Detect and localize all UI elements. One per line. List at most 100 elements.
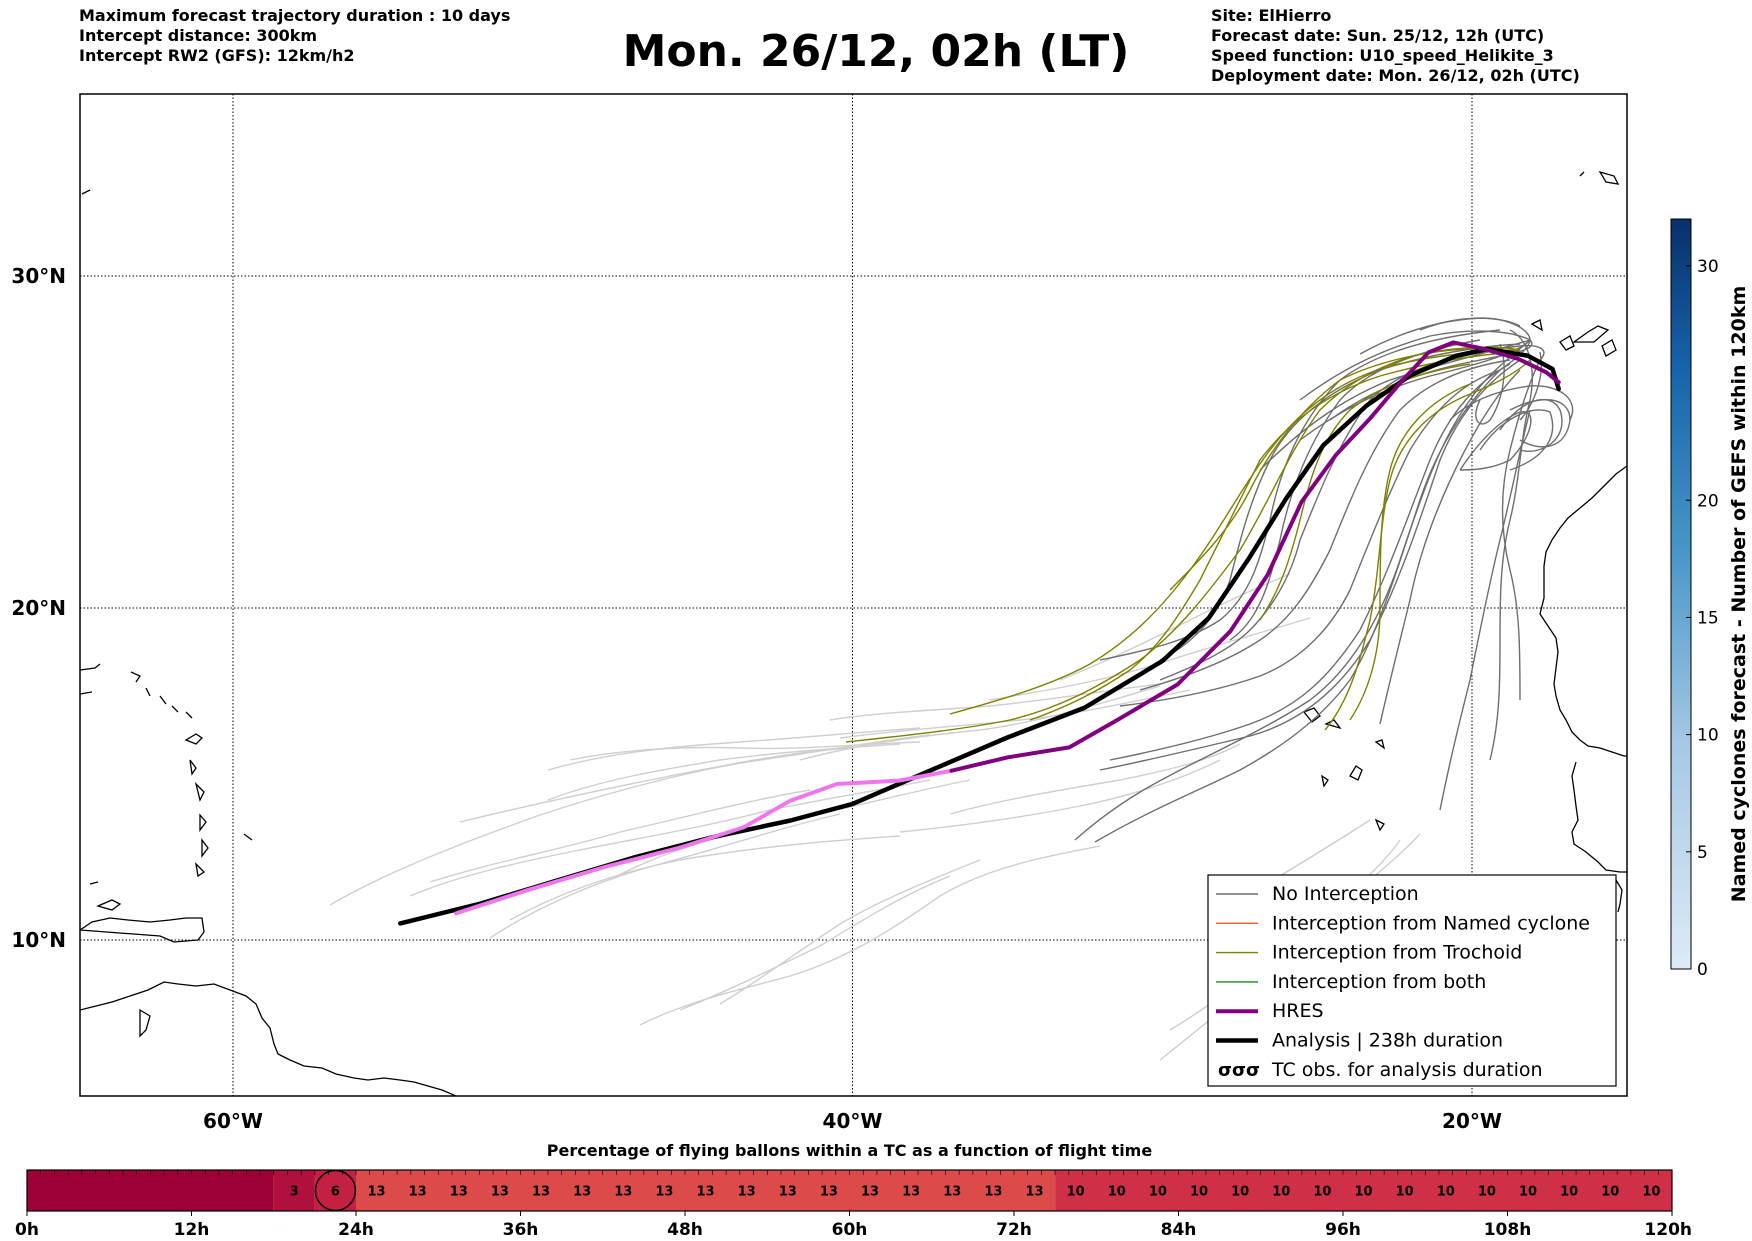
ensemble-track-no-interception (1099, 329, 1501, 661)
timeline-cell-label: 13 (943, 1185, 961, 1200)
ensemble-track-faded (569, 741, 921, 761)
ensemble-track-no-interception (1359, 317, 1531, 355)
timeline-cell-label: 13 (738, 1185, 756, 1200)
timeline-tick-label: 96h (1325, 1220, 1361, 1240)
timeline-cell-label: 6 (331, 1185, 340, 1200)
timeline-cell-label: 10 (1437, 1185, 1455, 1200)
ensemble-track-trochoid (1169, 347, 1481, 591)
colorbar-tick-label: 15 (1697, 608, 1719, 628)
timeline-cell-label: 13 (450, 1185, 468, 1200)
timeline-cell (356, 1170, 1056, 1211)
timeline-cell-label: 13 (532, 1185, 550, 1200)
header-left-line: Intercept distance: 300km (79, 26, 318, 45)
timeline-tick-label: 120h (1644, 1220, 1692, 1240)
header-right-line: Speed function: U10_speed_Helikite_3 (1211, 46, 1554, 65)
timeline-cell-label: 10 (1067, 1185, 1085, 1200)
timeline-cell-label: 13 (902, 1185, 920, 1200)
map-frame (79, 93, 1628, 1097)
ensemble-track-no-interception (1074, 339, 1531, 841)
ensemble-track-faded (829, 683, 1161, 721)
ensemble-track-faded (409, 779, 931, 897)
ensemble-track-no-interception (1379, 369, 1521, 725)
header-left-line: Maximum forecast trajectory duration : 1… (79, 6, 511, 25)
legend-entry: Interception from both (1272, 971, 1486, 993)
ensemble-track-faded (719, 859, 981, 1005)
ensemble-track-faded (547, 743, 901, 801)
legend-tc-symbol: σσσ (1218, 1060, 1260, 1081)
ensemble-track-faded (459, 747, 851, 823)
timeline-cell-label: 10 (1519, 1185, 1537, 1200)
timeline-cell-label: 13 (820, 1185, 838, 1200)
timeline-cell-label: 10 (1108, 1185, 1126, 1200)
timeline-cell-label: 3 (290, 1185, 299, 1200)
ensemble-track-no-interception (1509, 398, 1571, 448)
timeline-cell-label: 13 (368, 1185, 386, 1200)
legend-entry: HRES (1272, 1000, 1324, 1022)
ensemble-track-faded (949, 743, 1241, 815)
timeline-cell-label: 10 (1478, 1185, 1496, 1200)
header-right-line: Forecast date: Sun. 25/12, 12h (UTC) (1211, 26, 1545, 45)
timeline-tick-label: 0h (15, 1220, 39, 1240)
timeline-title: Percentage of flying ballons within a TC… (547, 1141, 1153, 1160)
timeline-cell-label: 13 (984, 1185, 1002, 1200)
hres-track (454, 768, 954, 916)
timeline-tick-label: 60h (832, 1220, 868, 1240)
ensemble-track-no-interception (1449, 385, 1574, 421)
timeline-cell-label: 10 (1231, 1185, 1249, 1200)
timeline-cell (1055, 1170, 1672, 1211)
colorbar-ramp (1670, 218, 1692, 970)
ensemble-track-no-interception (1489, 399, 1531, 761)
ensemble-track-no-interception (1299, 330, 1531, 401)
ensemble-track-no-interception (1519, 351, 1542, 421)
ensemble-track-faded (639, 845, 1101, 1026)
y-tick-label: 10°N (11, 928, 66, 952)
timeline-cell-label: 10 (1355, 1185, 1373, 1200)
ensemble-track-trochoid (949, 349, 1521, 715)
colorbar-tick-label: 30 (1697, 257, 1719, 277)
legend-box (1207, 874, 1617, 1087)
hres-track (949, 340, 1561, 773)
timeline-cell-label: 13 (573, 1185, 591, 1200)
legend-entry: No Interception (1272, 883, 1419, 905)
timeline-cell (273, 1170, 315, 1211)
ensemble-track-no-interception (1459, 411, 1532, 471)
legend: No Interception Interception from Named c… (1207, 874, 1617, 1087)
south-america-coast (80, 981, 458, 1096)
timeline-cell-label: 13 (491, 1185, 509, 1200)
timeline-cell-label: 13 (655, 1185, 673, 1200)
ensemble-track-no-interception (1419, 317, 1521, 331)
small-islands-coast (81, 170, 1620, 1038)
ensemble-track-no-interception (1099, 359, 1521, 771)
timeline-cell-label: 10 (1313, 1185, 1331, 1200)
africa-coast (1539, 465, 1627, 913)
timeline-cell-label: 10 (1642, 1185, 1660, 1200)
x-tick-label: 20°W (1442, 1109, 1502, 1133)
timeline-tick-label: 48h (667, 1220, 703, 1240)
timeline-cell-label: 10 (1396, 1185, 1414, 1200)
figure-title: Mon. 26/12, 02h (LT) (622, 26, 1130, 77)
ensemble-track-faded (329, 734, 931, 906)
ensemble-track-trochoid (1029, 351, 1521, 721)
ensemble-track-faded (489, 813, 841, 939)
timeline-cell-label: 10 (1190, 1185, 1208, 1200)
timeline-cell-label: 10 (1560, 1185, 1578, 1200)
ensemble-track-faded (839, 689, 1191, 739)
header-left: Maximum forecast trajectory duration : 1… (79, 6, 510, 66)
ensemble-track-trochoid (1324, 359, 1531, 731)
ensemble-track-trochoid (1349, 383, 1471, 721)
x-tick-label: 60°W (203, 1109, 263, 1133)
ensemble-track-trochoid (845, 346, 1521, 743)
map-axis-labels: 60°W 40°W 20°W 30°N 20°N 10°N (11, 264, 1502, 1133)
colorbar-tick-label: 5 (1697, 843, 1708, 863)
ensemble-track-no-interception (1094, 339, 1531, 843)
x-tick-label: 40°W (823, 1109, 883, 1133)
ensemble-track-no-interception (1499, 399, 1563, 452)
y-tick-label: 30°N (11, 264, 66, 288)
ensemble-track-no-interception (1439, 409, 1531, 811)
colorbar: 0 5 10 15 20 30 Named cyclones forecast - Numb… (1670, 218, 1750, 980)
legend-entry: Analysis | 238h duration (1272, 1030, 1503, 1052)
colorbar-label: Named cyclones forecast - Number of GEFS… (1728, 286, 1750, 903)
ensemble-track-faded (547, 727, 921, 771)
